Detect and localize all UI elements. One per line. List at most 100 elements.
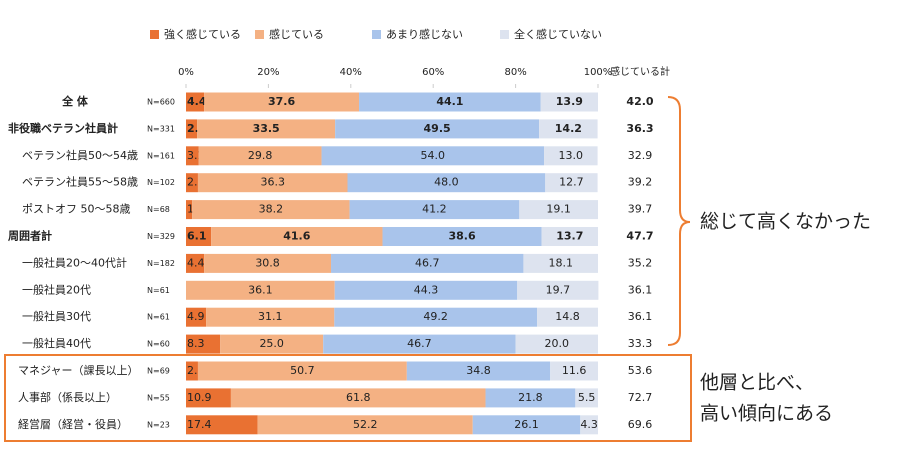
value-label: 34.8 [466,364,491,377]
n-label: N=55 [147,393,170,402]
bar-segment [186,388,231,408]
bar-segment [545,173,598,193]
total-label: 36.1 [628,283,653,296]
value-label: 4.9 [187,310,205,323]
bar-segment [198,146,322,166]
value-label: 37.6 [268,95,295,108]
legend-swatch [255,30,264,39]
value-label: 61.8 [346,391,371,404]
category-label: マネジャー（課長以上） [18,363,138,377]
bar-segment [517,280,599,300]
n-label: N=182 [147,259,175,268]
bracket [667,96,691,346]
bar-segment [580,415,598,435]
bar-segment [197,361,407,381]
value-label: 19.1 [546,203,571,216]
bar-segment [331,253,524,273]
n-label: N=60 [147,340,170,349]
category-label: 人事部（係長以上） [18,390,117,404]
value-label: 19.7 [546,283,571,296]
value-label: 17.4 [187,418,212,431]
value-label: 14.2 [555,122,582,135]
bar-segment [186,307,207,327]
value-label: 31.1 [258,310,283,323]
value-label: 46.7 [415,256,440,269]
x-tick-label: 100% [584,67,613,78]
total-label: 35.2 [628,256,653,269]
total-label: 72.7 [628,391,653,404]
total-label: 69.6 [628,418,653,431]
bar-segment [211,227,383,246]
bar-segment [382,227,542,246]
bar-segment [186,253,205,273]
bar-segment [472,415,581,435]
total-header: 感じている計 [610,65,670,78]
value-label: 25.0 [259,337,284,350]
value-label: 44.1 [436,95,463,108]
value-label: 30.8 [255,256,280,269]
value-label: 12.7 [559,176,584,189]
value-label: 13.0 [559,149,584,162]
bar-segment [186,361,198,381]
value-label: 6.1 [187,230,207,243]
value-label: 5.5 [578,391,596,404]
annotation: 高い傾向にある [700,403,833,425]
value-label: 4.4 [187,256,205,269]
bar-segment [186,334,221,354]
bar-segment [197,173,348,193]
bar-segment [359,92,541,112]
value-label: 54.0 [421,149,446,162]
category-label: 全 体 [61,94,89,108]
value-label: 11.6 [562,364,587,377]
total-label: 36.1 [628,310,653,323]
value-label: 38.6 [448,230,475,243]
category-label: 非役職ベテラン社員計 [8,121,118,135]
value-label: 20.0 [545,337,570,350]
x-tick-label: 40% [340,67,362,78]
bar-segment [541,227,598,246]
value-label: 49.2 [423,310,448,323]
category-label: 一般社員30代 [22,309,91,323]
bar-segment [204,253,332,273]
value-label: 44.3 [414,283,439,296]
n-label: N=23 [147,420,170,429]
value-label: 50.7 [290,364,315,377]
bar-segment [186,173,198,193]
bar-segment [515,334,598,354]
value-label: 18.1 [548,256,573,269]
n-label: N=102 [147,178,175,187]
bar-segment [544,146,598,166]
category-label: 一般社員20～40代計 [22,255,127,269]
value-label: 14.8 [555,310,580,323]
n-label: N=331 [147,124,175,133]
bar-segment [575,388,598,408]
category-label: ポストオフ 50～58歳 [22,203,131,216]
n-label: N=69 [147,367,170,376]
n-label: N=161 [147,151,175,160]
bar-segment [321,146,545,166]
value-label: 46.7 [407,337,432,350]
value-label: 26.1 [514,418,539,431]
category-label: ベテラン社員55～58歳 [22,175,138,189]
bar-segment [186,415,258,435]
category-label: 一般社員20代 [22,282,91,296]
n-label: N=660 [147,98,175,107]
value-label: 49.5 [424,122,451,135]
bar-segment [406,361,551,381]
bar-segment [220,334,324,354]
category-label: ベテラン社員50～54歳 [22,148,138,162]
value-label: 21.8 [518,391,543,404]
legend-label: 強く感じている [164,28,241,41]
value-label: 36.1 [248,283,273,296]
n-label: N=61 [147,313,170,322]
value-label: 10.9 [187,391,212,404]
bar-segment [523,253,598,273]
value-label: 13.9 [556,95,583,108]
x-tick-label: 60% [422,67,444,78]
total-label: 32.9 [628,149,653,162]
bar-segment [540,92,598,112]
bar-segment [334,307,538,327]
value-label: 8.3 [187,337,205,350]
bar-segment [334,280,518,300]
bar-segment [230,388,486,408]
